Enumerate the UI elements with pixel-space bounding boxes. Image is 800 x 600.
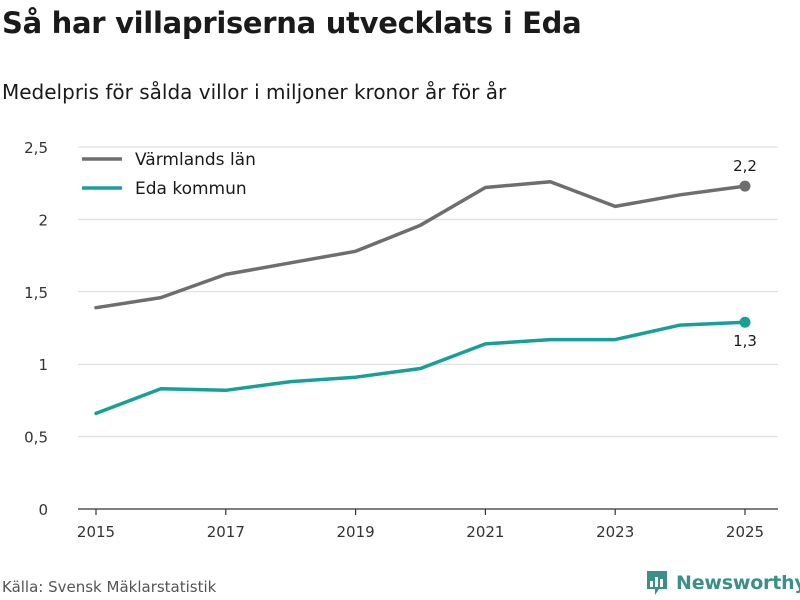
series-endpoint-varmland [739, 180, 751, 192]
y-tick-label: 1,5 [24, 284, 48, 302]
data-label-varmland: 2,2 [733, 157, 757, 175]
y-tick-label: 2,5 [24, 139, 48, 157]
y-tick-label: 1 [38, 356, 48, 374]
x-tick-label: 2023 [596, 523, 634, 541]
series-line-eda [94, 320, 747, 416]
y-tick-label: 0,5 [24, 429, 48, 447]
x-tick-label: 2015 [77, 523, 115, 541]
chart-title: Så har villapriserna utvecklats i Eda [2, 6, 582, 40]
legend-label-varmland: Värmlands län [135, 150, 256, 170]
legend-label-eda: Eda kommun [135, 179, 247, 199]
chart-subtitle: Medelpris för sålda villor i miljoner kr… [2, 80, 507, 104]
brand-name: Newsworthy [676, 572, 800, 594]
x-tick-label: 2025 [726, 523, 764, 541]
x-tick-label: 2017 [207, 523, 245, 541]
y-tick-label: 0 [38, 501, 48, 519]
y-tick-label: 2 [38, 211, 48, 229]
source-note: Källa: Svensk Mäklarstatistik [2, 578, 217, 596]
newsworthy-logo-icon [647, 571, 667, 595]
x-tick-label: 2019 [337, 523, 375, 541]
series-endpoint-eda [739, 316, 751, 328]
x-tick-label: 2021 [466, 523, 504, 541]
brand-logo: Newsworthy [646, 570, 800, 596]
series-line-varmland [94, 180, 747, 310]
data-label-eda: 1,3 [733, 332, 757, 350]
